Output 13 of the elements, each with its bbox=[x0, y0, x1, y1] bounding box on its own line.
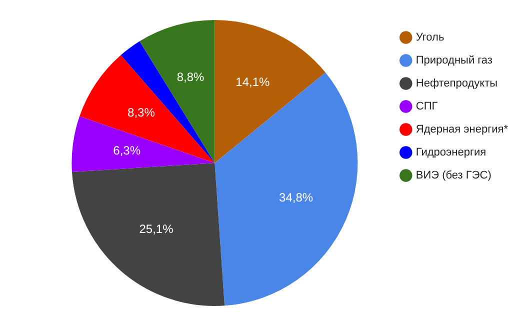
legend-label: Гидроэнергия bbox=[416, 146, 486, 159]
legend-label: Нефтепродукты bbox=[416, 78, 498, 90]
legend-label: ВИЭ (без ГЭС) bbox=[416, 170, 492, 182]
data-label: 34,8% bbox=[279, 190, 314, 205]
legend-label: Уголь bbox=[416, 32, 444, 44]
legend-label: СПГ bbox=[416, 100, 438, 113]
data-label: 14,1% bbox=[236, 75, 270, 90]
legend-label: Ядерная энергия* bbox=[416, 124, 509, 136]
data-label: 8,8% bbox=[176, 70, 204, 84]
legend-label: Природный газ bbox=[416, 54, 492, 67]
data-label: 25,1% bbox=[139, 222, 174, 236]
data-label: 6,3% bbox=[113, 143, 141, 158]
data-label: 8,3% bbox=[128, 106, 156, 120]
